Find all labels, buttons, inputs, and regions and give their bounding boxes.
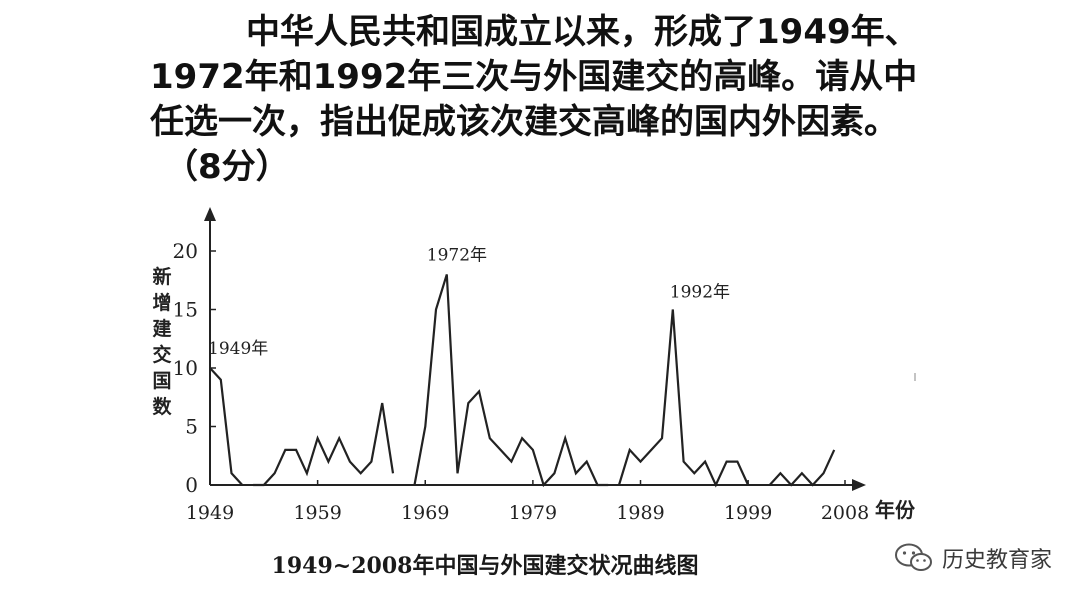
- y-axis-arrow: [204, 207, 216, 221]
- series-line-segment: [617, 309, 750, 488]
- peak-annotation: 1949年: [208, 339, 268, 359]
- question-text: 中华人民共和国成立以来，形成了1949年、 1972年和1992年三次与外国建交…: [150, 10, 950, 190]
- chart-caption-text: 1949~2008年中国与外国建交状况曲线图: [271, 553, 699, 579]
- peak-annotation: 1972年: [427, 245, 487, 265]
- series-line-segment: [413, 274, 609, 488]
- question-line-4: （8分）: [164, 147, 290, 187]
- series-line-segment: [209, 367, 244, 486]
- x-tick-label: 1959: [293, 502, 341, 524]
- y-tick-label: 15: [173, 298, 198, 322]
- question-line-1: 中华人民共和国成立以来，形成了1949年、: [246, 12, 919, 52]
- series-line-segment: [253, 402, 395, 487]
- x-tick-label: 1999: [724, 502, 772, 524]
- x-axis-label: 年份: [875, 498, 916, 522]
- y-axis-label: 新增建交国数: [152, 265, 172, 418]
- diplomacy-line-chart: 0 5 10 15 20 1949 1959 1969 1979 1989 1999 2008 年份 新增…: [152, 207, 916, 524]
- series-line-segment: [768, 449, 836, 487]
- x-tick-label: 1969: [401, 502, 449, 524]
- x-tick-label: 1979: [509, 502, 557, 524]
- question-line-3: 任选一次，指出促成该次建交高峰的国内外因素。: [150, 102, 898, 142]
- question-line-2: 1972年和1992年三次与外国建交的高峰。请从中: [150, 57, 918, 97]
- y-tick-label: 10: [173, 356, 198, 380]
- y-tick-label: 5: [185, 415, 198, 439]
- x-tick-label: 1949: [186, 502, 234, 524]
- x-axis-arrow: [852, 479, 866, 491]
- watermark-text: 历史教育家: [941, 548, 1052, 573]
- wechat-icon: [894, 543, 932, 571]
- peak-annotation: 1992年: [670, 283, 730, 303]
- chart-caption: 1949~2008年中国与外国建交状况曲线图: [0, 548, 1080, 580]
- x-tick-label: 1989: [616, 502, 664, 524]
- watermark: 历史教育家: [894, 542, 1052, 574]
- y-tick-label: 20: [173, 239, 198, 263]
- x-tick-label: 2008: [821, 502, 869, 524]
- y-tick-label: 0: [185, 473, 198, 497]
